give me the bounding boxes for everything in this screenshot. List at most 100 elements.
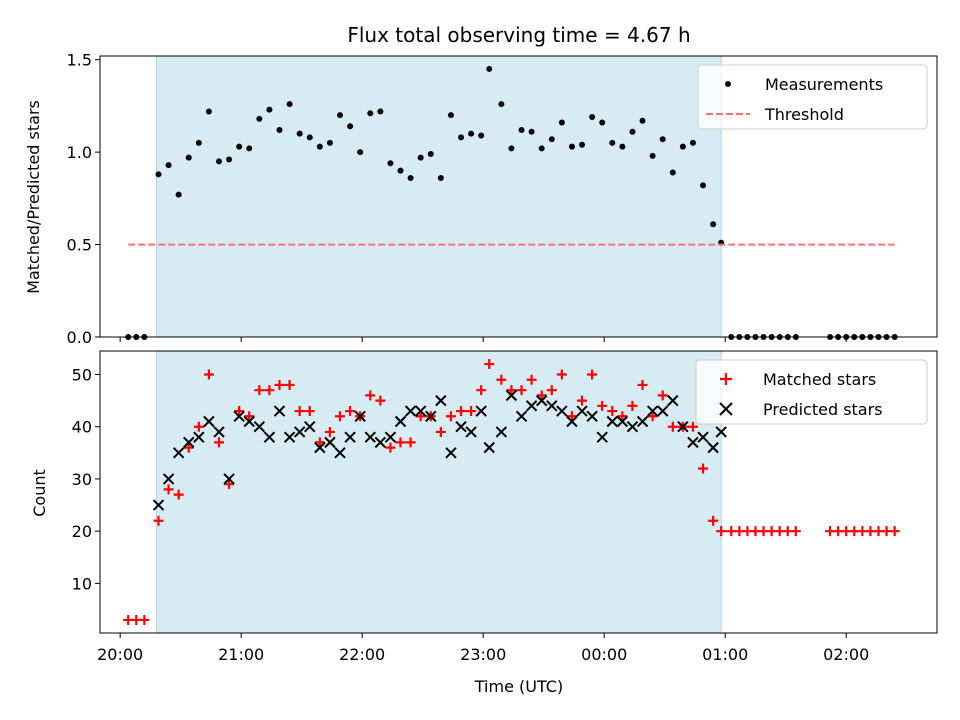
predicted-star-point bbox=[656, 405, 669, 417]
measurement-point bbox=[316, 143, 323, 150]
measurement-point bbox=[175, 191, 182, 198]
measurement-point bbox=[710, 221, 717, 228]
matched-star-point bbox=[193, 421, 204, 432]
matched-star-point bbox=[435, 426, 446, 437]
predicted-star-point bbox=[344, 431, 356, 443]
predicted-star-point bbox=[162, 473, 175, 485]
matched-star-point bbox=[687, 421, 698, 432]
matched-star-point bbox=[516, 385, 527, 396]
matched-star-point bbox=[496, 374, 507, 385]
measurement-point bbox=[659, 136, 666, 143]
matched-star-point bbox=[324, 426, 335, 437]
matched-star-point bbox=[139, 614, 150, 625]
measurement-point bbox=[417, 154, 424, 161]
predicted-star-point bbox=[505, 389, 518, 402]
matched-star-point bbox=[484, 359, 495, 370]
matched-star-point bbox=[284, 379, 295, 390]
predicted-star-point bbox=[435, 394, 447, 407]
predicted-star-point bbox=[394, 415, 407, 428]
predicted-star-point bbox=[172, 447, 185, 459]
measurement-point bbox=[437, 175, 444, 182]
matched-star-point bbox=[536, 390, 547, 401]
predicted-star-point bbox=[687, 436, 699, 449]
matched-star-point bbox=[456, 406, 467, 417]
measurement-point bbox=[528, 128, 535, 135]
measurement-point bbox=[498, 101, 505, 108]
legend-box bbox=[695, 359, 928, 425]
matched-star-point bbox=[566, 411, 577, 422]
legend-entry-label: Threshold bbox=[764, 105, 844, 124]
matched-star-point bbox=[556, 369, 567, 380]
matched-star-point bbox=[264, 385, 275, 396]
measurement-point bbox=[357, 149, 364, 156]
y-tick-label: 50 bbox=[72, 366, 92, 385]
predicted-star-point bbox=[273, 405, 286, 417]
legend-matched-swatch bbox=[720, 373, 732, 385]
predicted-star-point bbox=[304, 421, 316, 433]
measurement-point bbox=[669, 169, 676, 176]
predicted-star-point bbox=[707, 441, 719, 454]
measurement-point bbox=[407, 175, 414, 182]
shaded-observing-window bbox=[156, 351, 722, 633]
legend-entry-label: Predicted stars bbox=[763, 400, 883, 419]
measurement-point bbox=[548, 136, 555, 143]
predicted-star-point bbox=[334, 447, 346, 459]
predicted-star-point bbox=[364, 431, 376, 443]
matched-star-point bbox=[577, 395, 588, 406]
predicted-star-point bbox=[715, 426, 727, 438]
y-tick-label: 1.5 bbox=[67, 51, 92, 70]
measurement-point bbox=[609, 139, 616, 146]
measurement-point bbox=[165, 162, 172, 169]
x-tick-label: 01:00 bbox=[702, 645, 748, 664]
measurement-point bbox=[700, 182, 707, 189]
y-tick-label: 20 bbox=[72, 522, 92, 541]
matched-star-point bbox=[790, 526, 801, 537]
matched-star-point bbox=[314, 437, 325, 448]
measurement-point bbox=[246, 145, 253, 152]
matched-star-point bbox=[526, 374, 537, 385]
matched-star-point bbox=[153, 515, 164, 526]
matched-star-point bbox=[244, 411, 255, 422]
matched-star-point bbox=[716, 526, 727, 537]
predicted-star-point bbox=[667, 394, 679, 407]
predicted-star-point bbox=[646, 405, 659, 417]
matched-star-point bbox=[183, 442, 194, 453]
measurement-point bbox=[236, 143, 243, 150]
predicted-star-point bbox=[183, 436, 195, 449]
predicted-star-point bbox=[152, 499, 165, 511]
x-tick-label: 00:00 bbox=[581, 645, 627, 664]
x-tick-label: 22:00 bbox=[339, 645, 385, 664]
predicted-star-point bbox=[223, 473, 235, 485]
matched-star-point bbox=[889, 526, 900, 537]
count-panel: 10 20 30 40 50 20:00 21:00 22:00 23:00 00:00 01:00… bbox=[72, 350, 938, 664]
measurement-point bbox=[619, 143, 626, 150]
measurement-point bbox=[397, 167, 404, 174]
measurement-point bbox=[589, 114, 596, 121]
matched-star-point bbox=[657, 390, 668, 401]
matched-star-point bbox=[365, 390, 376, 401]
matched-star-point bbox=[335, 411, 346, 422]
measurement-point bbox=[347, 123, 354, 130]
measurement-point bbox=[427, 150, 434, 157]
matched-star-point bbox=[546, 385, 557, 396]
matched-star-point bbox=[415, 411, 426, 422]
matched-star-point bbox=[234, 406, 245, 417]
matched-star-point bbox=[173, 489, 184, 500]
measurement-point bbox=[568, 143, 575, 150]
chart-title: Flux total observing time = 4.67 h bbox=[347, 23, 690, 47]
measurement-point bbox=[458, 134, 465, 141]
predicted-star-point bbox=[697, 431, 709, 443]
legend-box bbox=[697, 64, 928, 130]
predicted-star-point bbox=[243, 415, 255, 428]
predicted-star-point bbox=[475, 405, 487, 417]
predicted-star-point bbox=[263, 431, 276, 443]
predicted-star-point bbox=[626, 421, 639, 433]
x-tick-label: 20:00 bbox=[97, 645, 143, 664]
measurement-point bbox=[508, 145, 515, 152]
predicted-star-point bbox=[606, 415, 618, 428]
predicted-star-point bbox=[556, 405, 568, 417]
predicted-star-point bbox=[425, 410, 437, 422]
measurement-point bbox=[256, 115, 263, 122]
matched-star-point bbox=[203, 369, 214, 380]
